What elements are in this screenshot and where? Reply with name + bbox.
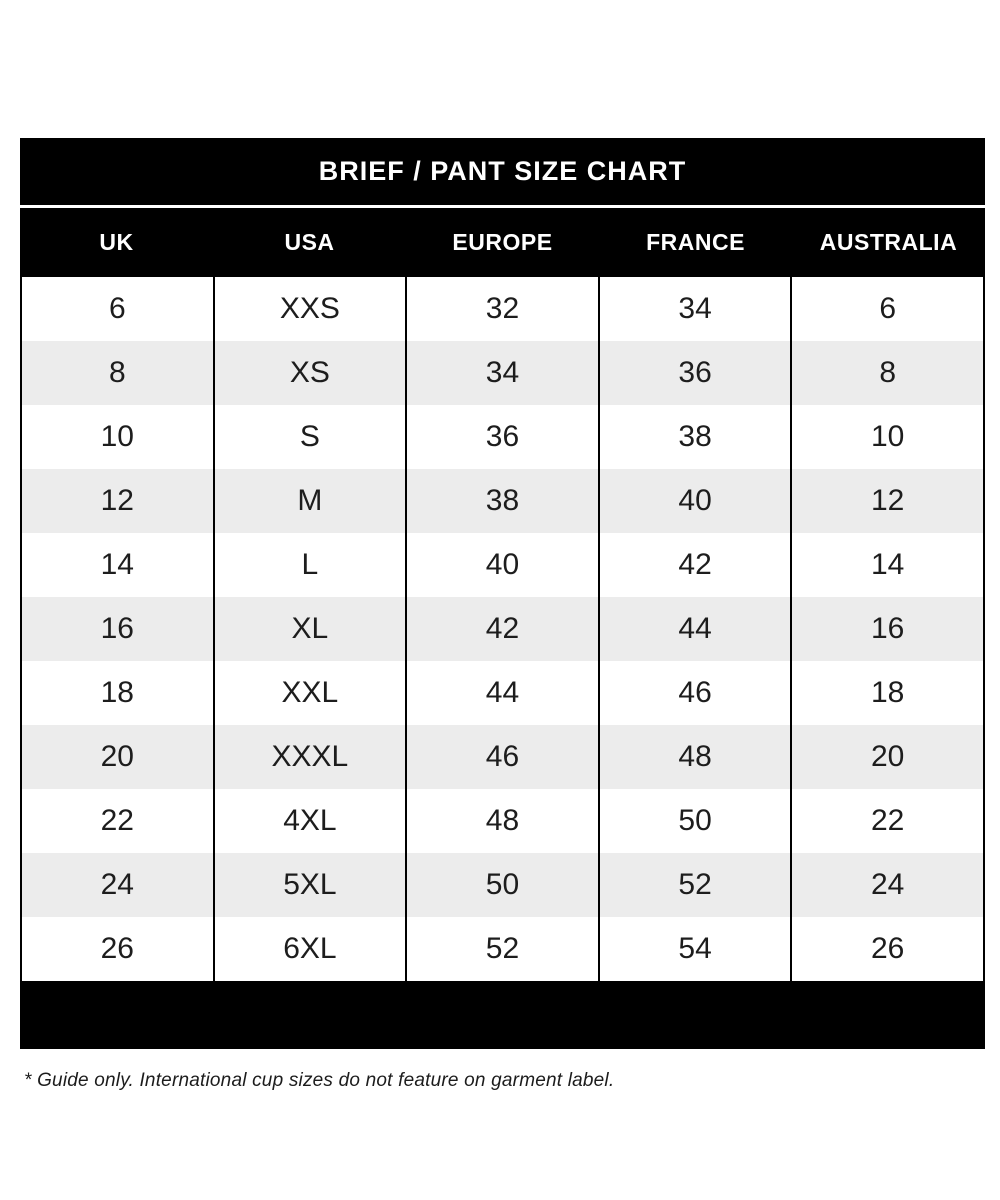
column-header-europe: EUROPE [452, 229, 553, 255]
size-cell: 50 [407, 853, 600, 917]
table-row: 20 XXXL 46 48 20 [22, 725, 983, 789]
size-cell: 38 [407, 469, 600, 533]
size-cell: 48 [407, 789, 600, 853]
size-cell: XL [215, 597, 408, 661]
size-cell: 36 [407, 405, 600, 469]
column-header-australia: AUSTRALIA [819, 229, 958, 255]
size-cell: 16 [870, 612, 905, 645]
footnote: * Guide only. International cup sizes do… [24, 1070, 615, 1091]
size-cell: 6 [879, 292, 897, 325]
table-row: 6 XXS 32 34 6 [22, 277, 983, 341]
table-row: 10 S 36 38 10 [22, 405, 983, 469]
size-cell: 54 [600, 917, 793, 981]
size-cell: 50 [600, 789, 793, 853]
size-cell: 8 [879, 356, 897, 389]
size-cell: S [215, 405, 408, 469]
size-cell: 10 [870, 420, 905, 453]
size-cell: 40 [600, 469, 793, 533]
size-cell: M [215, 469, 408, 533]
size-cell: 16 [22, 597, 215, 661]
size-cell: 6 [22, 277, 215, 341]
chart-title: BRIEF / PANT SIZE CHART [318, 156, 687, 186]
size-cell: 52 [600, 853, 793, 917]
table-row: 24 5XL 50 52 24 [22, 853, 983, 917]
table-row: 26 6XL 52 54 26 [22, 917, 983, 981]
size-cell: 18 [870, 676, 905, 709]
size-cell: 22 [870, 804, 905, 837]
size-cell: 4XL [215, 789, 408, 853]
size-chart-table: BRIEF / PANT SIZE CHART UK USA EUROPE FRANC… [20, 138, 985, 1049]
size-cell: 32 [407, 277, 600, 341]
size-cell: 20 [870, 740, 905, 773]
size-cell: 40 [407, 533, 600, 597]
table-row: 14 L 40 42 14 [22, 533, 983, 597]
size-cell: 38 [600, 405, 793, 469]
size-cell: 12 [22, 469, 215, 533]
size-cell: 5XL [215, 853, 408, 917]
size-cell: 24 [22, 853, 215, 917]
size-cell: 10 [22, 405, 215, 469]
size-cell: 26 [22, 917, 215, 981]
size-cell: 46 [600, 661, 793, 725]
size-cell: 52 [407, 917, 600, 981]
table-row: 16 XL 42 44 16 [22, 597, 983, 661]
table-row: 22 4XL 48 50 22 [22, 789, 983, 853]
size-cell: L [215, 533, 408, 597]
size-cell: 12 [870, 484, 905, 517]
size-cell: 36 [600, 341, 793, 405]
size-cell: 34 [407, 341, 600, 405]
size-cell: XXXL [215, 725, 408, 789]
table-row: 8 XS 34 36 8 [22, 341, 983, 405]
size-cell: XXS [215, 277, 408, 341]
size-cell: 18 [22, 661, 215, 725]
size-cell: 20 [22, 725, 215, 789]
size-cell: 44 [600, 597, 793, 661]
size-cell: 26 [870, 932, 905, 965]
column-header-uk: UK [99, 229, 134, 255]
size-cell: 48 [600, 725, 793, 789]
size-cell: 22 [22, 789, 215, 853]
size-cell: 24 [870, 868, 905, 901]
table-row: 18 XXL 44 46 18 [22, 661, 983, 725]
size-cell: 14 [22, 533, 215, 597]
chart-title-bar: BRIEF / PANT SIZE CHART [20, 138, 985, 208]
size-cell: 42 [407, 597, 600, 661]
table-row: 12 M 38 40 12 [22, 469, 983, 533]
chart-body: 6 XXS 32 34 6 8 XS 34 36 8 10 S 36 38 10 12 M 38 40 12 14 L 40… [20, 277, 985, 981]
size-cell: 46 [407, 725, 600, 789]
size-cell: 8 [22, 341, 215, 405]
chart-footer-bar [20, 981, 985, 1049]
size-cell: 6XL [215, 917, 408, 981]
chart-header-row: UK USA EUROPE FRANCE AUSTRALIA [20, 208, 985, 277]
size-cell: XS [215, 341, 408, 405]
column-header-usa: USA [284, 229, 335, 255]
size-cell: 44 [407, 661, 600, 725]
size-cell: 14 [870, 548, 905, 581]
column-header-france: FRANCE [646, 229, 745, 255]
size-cell: 34 [600, 277, 793, 341]
size-cell: XXL [215, 661, 408, 725]
size-cell: 42 [600, 533, 793, 597]
